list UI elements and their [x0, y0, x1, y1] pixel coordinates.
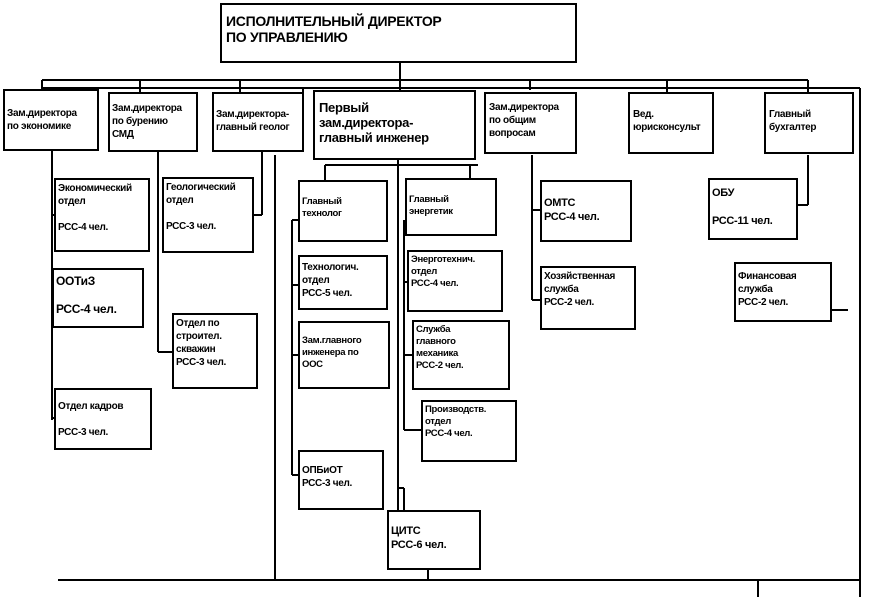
economic-dept-box: Экономический отдел РСС-4 чел. — [54, 178, 150, 252]
technology-dept-label: Технологич. отдел РСС-5 чел. — [302, 262, 359, 299]
production-dept-box: Производств. отдел РСС-4 чел. — [421, 400, 517, 462]
executive-director-label: ИСПОЛНИТЕЛЬНЫЙ ДИРЕКТОР ПО УПРАВЛЕНИЮ — [226, 13, 442, 45]
hr-dept-label: Отдел кадров РСС-3 чел. — [58, 401, 124, 438]
production-dept-label: Производств. отдел РСС-4 чел. — [425, 404, 487, 439]
deputy-geology-label: Зам.директора- главный геолог — [216, 109, 290, 133]
omts-box: ОМТС РСС-4 чел. — [540, 180, 632, 242]
legal-counsel-label: Вед. юрисконсульт — [633, 109, 701, 133]
deputy-drilling-label: Зам.директора по бурению СМД — [112, 103, 182, 140]
hr-dept-box: Отдел кадров РСС-3 чел. — [54, 388, 152, 450]
opbot-label: ОПБиОТ РСС-3 чел. — [302, 465, 353, 489]
deputy-general-label: Зам.директора по общим вопросам — [489, 102, 559, 139]
household-service-box: Хозяйственная служба РСС-2 чел. — [540, 266, 636, 330]
ootiz-box: ООТиЗ РСС-4 чел. — [52, 268, 144, 328]
opbot-box: ОПБиОТ РСС-3 чел. — [298, 450, 384, 510]
legal-counsel-box: Вед. юрисконсульт — [628, 92, 714, 154]
finance-service-label: Финансовая служба РСС-2 чел. — [738, 271, 797, 308]
household-service-label: Хозяйственная служба РСС-2 чел. — [544, 271, 616, 308]
geology-dept-label: Геологический отдел РСС-3 чел. — [166, 182, 236, 232]
deputy-economy-box: Зам.директора по экономике — [3, 89, 99, 151]
first-deputy-chief-engineer-label: Первый зам.директора- главный инженер — [319, 100, 429, 145]
chief-technologist-label: Главный технолог — [302, 196, 342, 219]
cits-box: ЦИТС РСС-6 чел. — [387, 510, 481, 570]
finance-service-box: Финансовая служба РСС-2 чел. — [734, 262, 832, 322]
deputy-drilling-box: Зам.директора по бурению СМД — [108, 92, 198, 152]
obu-label: ОБУ РСС-11 чел. — [712, 187, 773, 227]
deputy-economy-label: Зам.директора по экономике — [7, 108, 77, 132]
chief-mechanic-service-box: Служба главного механика РСС-2 чел. — [412, 320, 510, 390]
deputy-general-box: Зам.директора по общим вопросам — [484, 92, 577, 154]
ootiz-label: ООТиЗ РСС-4 чел. — [56, 274, 117, 316]
geology-dept-box: Геологический отдел РСС-3 чел. — [162, 177, 254, 253]
chief-accountant-box: Главный бухгалтер — [764, 92, 854, 154]
energy-tech-dept-box: Энерготехнич. отдел РСС-4 чел. — [407, 250, 503, 312]
economic-dept-label: Экономический отдел РСС-4 чел. — [58, 183, 132, 233]
well-construction-dept-label: Отдел по строител. скважин РСС-3 чел. — [176, 318, 227, 368]
chief-power-engineer-box: Главный энергетик — [405, 178, 497, 236]
technology-dept-box: Технологич. отдел РСС-5 чел. — [298, 255, 388, 310]
energy-tech-dept-label: Энерготехнич. отдел РСС-4 чел. — [411, 254, 475, 289]
omts-label: ОМТС РСС-4 чел. — [544, 197, 600, 223]
chief-technologist-box: Главный технолог — [298, 180, 388, 242]
chief-mechanic-service-label: Служба главного механика РСС-2 чел. — [416, 324, 464, 371]
deputy-geology-box: Зам.директора- главный геолог — [212, 92, 304, 152]
chief-accountant-label: Главный бухгалтер — [769, 109, 817, 133]
deputy-chief-engineer-ecology-box: Зам.главного инженера по ООС — [298, 321, 390, 389]
chief-power-engineer-label: Главный энергетик — [409, 194, 453, 217]
executive-director-box: ИСПОЛНИТЕЛЬНЫЙ ДИРЕКТОР ПО УПРАВЛЕНИЮ — [220, 3, 577, 63]
well-construction-dept-box: Отдел по строител. скважин РСС-3 чел. — [172, 313, 258, 389]
cits-label: ЦИТС РСС-6 чел. — [391, 525, 447, 551]
deputy-chief-engineer-ecology-label: Зам.главного инженера по ООС — [302, 335, 362, 370]
first-deputy-chief-engineer-box: Первый зам.директора- главный инженер — [313, 90, 476, 160]
obu-box: ОБУ РСС-11 чел. — [708, 178, 798, 240]
